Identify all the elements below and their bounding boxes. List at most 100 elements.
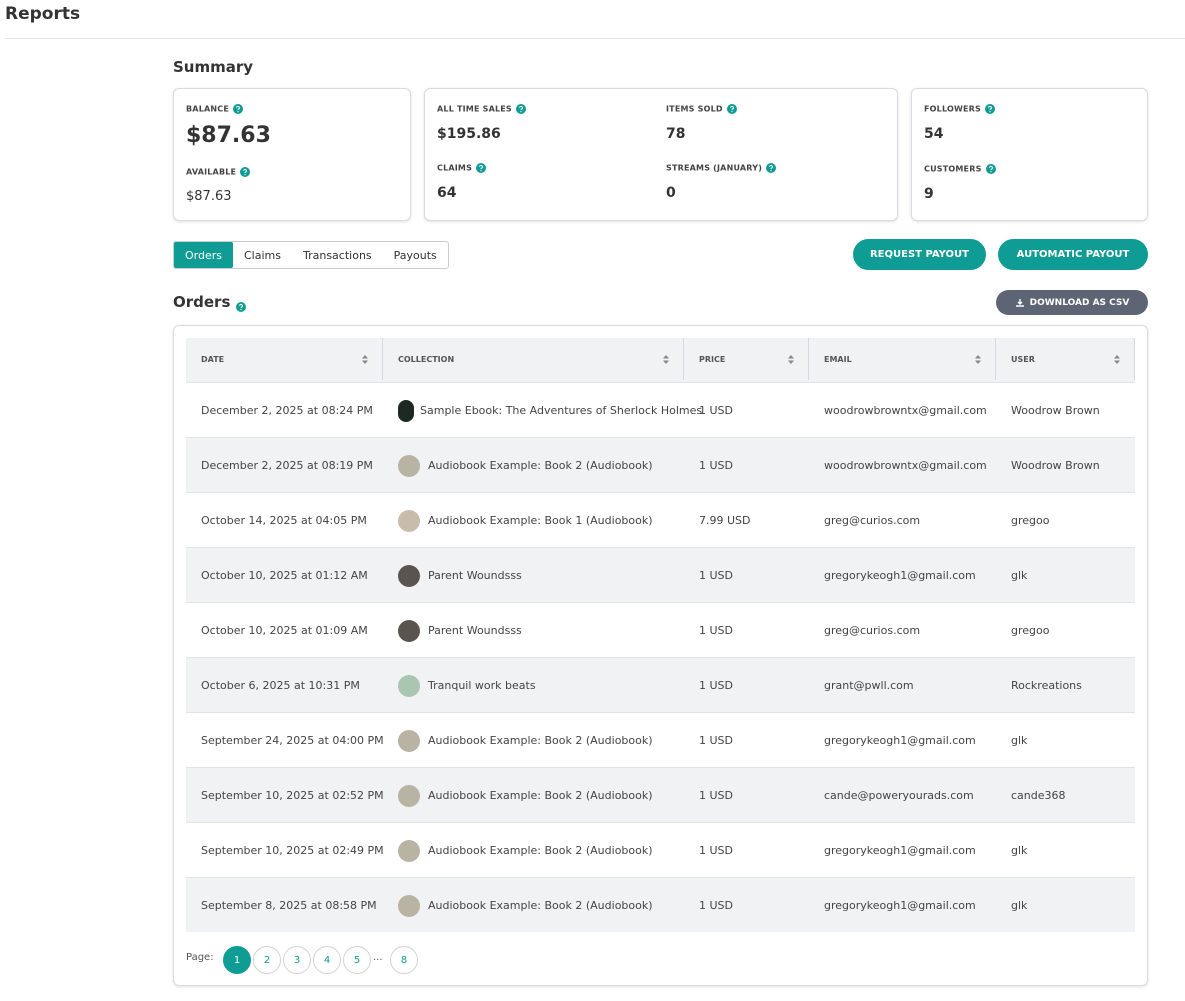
help-icon[interactable]	[726, 104, 737, 114]
column-header[interactable]: DATE	[186, 338, 383, 380]
table-cell: Audiobook Example: Book 2 (Audiobook)	[398, 438, 653, 493]
page-label: Page:	[186, 952, 214, 963]
cell-text: cande@poweryourads.com	[824, 789, 974, 802]
stat-value: 64	[437, 185, 457, 201]
table-cell: woodrowbrowntx@gmail.com	[824, 383, 987, 438]
table-cell: 1 USD	[699, 603, 733, 658]
table-cell: Audiobook Example: Book 1 (Audiobook)	[398, 493, 653, 548]
cell-text: October 10, 2025 at 01:09 AM	[201, 624, 368, 637]
help-icon[interactable]	[766, 163, 777, 173]
cell-text: Audiobook Example: Book 1 (Audiobook)	[428, 514, 653, 527]
followers-card: FOLLOWERS 54 CUSTOMERS 9	[911, 88, 1148, 221]
stat-value: $87.63	[186, 123, 271, 148]
table-cell: glk	[1011, 823, 1027, 878]
table-row[interactable]: September 24, 2025 at 04:00 PM Audiobook …	[186, 712, 1135, 767]
column-label: COLLECTION	[398, 354, 455, 364]
label: ALL TIME SALES	[437, 104, 512, 114]
table-row[interactable]: October 10, 2025 at 01:12 AM Parent Wound…	[186, 547, 1135, 602]
thumbnail	[398, 619, 420, 642]
cell-text: glk	[1011, 899, 1028, 912]
cell-text: gregoo	[1011, 624, 1050, 637]
request-payout-button[interactable]: REQUEST PAYOUT	[853, 239, 986, 270]
stat-label: STREAMS (JANUARY)	[666, 163, 777, 173]
page-button[interactable]: 2	[253, 946, 281, 974]
tab[interactable]: Transactions	[302, 248, 372, 262]
thumbnail	[398, 784, 420, 807]
cell-text: glk	[1011, 734, 1028, 747]
help-icon[interactable]	[985, 104, 995, 114]
help-icon[interactable]	[476, 163, 487, 173]
sort-icon[interactable]	[975, 354, 981, 364]
cell-text: 1 USD	[699, 404, 733, 417]
column-header[interactable]: PRICE	[684, 338, 809, 380]
tab[interactable]: Payouts	[393, 248, 437, 262]
tab[interactable]: Claims	[244, 248, 281, 262]
column-header[interactable]: EMAIL	[809, 338, 996, 380]
table-row[interactable]: December 2, 2025 at 08:24 PM Sample Ebook…	[186, 382, 1135, 437]
table-row[interactable]: September 8, 2025 at 08:58 PM Audiobook E…	[186, 877, 1135, 932]
column-header[interactable]: USER	[996, 338, 1135, 380]
sales-card: ALL TIME SALES $195.86 ITEMS SOLD 78 CLA…	[424, 88, 898, 221]
table-cell: December 2, 2025 at 08:24 PM	[201, 383, 373, 438]
sort-icon[interactable]	[788, 354, 794, 364]
thumbnail	[398, 674, 420, 697]
cell-text: Woodrow Brown	[1011, 404, 1100, 417]
table-cell: October 6, 2025 at 10:31 PM	[201, 658, 360, 713]
table-cell: October 14, 2025 at 04:05 PM	[201, 493, 367, 548]
cell-text: September 24, 2025 at 04:00 PM	[201, 734, 384, 747]
page-button[interactable]: 3	[283, 946, 311, 974]
stat-value: 9	[924, 186, 934, 202]
table-cell: September 8, 2025 at 08:58 PM	[201, 878, 377, 933]
sort-icon[interactable]	[663, 354, 669, 364]
stat-value: $195.86	[437, 126, 501, 142]
help-icon[interactable]	[240, 167, 251, 177]
table-row[interactable]: October 6, 2025 at 10:31 PM Tranquil work…	[186, 657, 1135, 712]
table-cell: greg@curios.com	[824, 493, 920, 548]
table-row[interactable]: September 10, 2025 at 02:52 PM Audiobook …	[186, 767, 1135, 822]
table-row[interactable]: December 2, 2025 at 08:19 PM Audiobook Ex…	[186, 437, 1135, 492]
stat-label: AVAILABLE	[186, 167, 251, 177]
table-row[interactable]: October 10, 2025 at 01:09 AM Parent Wound…	[186, 602, 1135, 657]
table-cell: 1 USD	[699, 823, 733, 878]
table-row[interactable]: September 10, 2025 at 02:49 PM Audiobook …	[186, 822, 1135, 877]
cell-text: Audiobook Example: Book 2 (Audiobook)	[428, 899, 653, 912]
page-button[interactable]: 1	[223, 946, 251, 974]
cell-text: Parent Woundsss	[428, 569, 522, 582]
table-cell: 1 USD	[699, 768, 733, 823]
sort-icon[interactable]	[1114, 354, 1120, 364]
column-label: DATE	[201, 354, 225, 364]
thumbnail	[398, 729, 420, 752]
cell-text: glk	[1011, 569, 1028, 582]
download-csv-button[interactable]: DOWNLOAD AS CSV	[996, 290, 1148, 315]
stat-label: ITEMS SOLD	[666, 104, 737, 114]
orders-title: Orders	[173, 293, 247, 312]
page-button[interactable]: 4	[313, 946, 341, 974]
help-icon[interactable]	[515, 104, 526, 114]
cell-text: 1 USD	[699, 844, 733, 857]
help-icon[interactable]	[236, 301, 247, 312]
help-icon[interactable]	[233, 104, 244, 114]
table-cell: gregorykeogh1@gmail.com	[824, 713, 976, 768]
cell-text: woodrowbrowntx@gmail.com	[824, 459, 987, 472]
balance-card: BALANCE $87.63 AVAILABLE $87.63	[173, 88, 411, 221]
column-header[interactable]: COLLECTION	[383, 338, 684, 380]
page-ellipsis: ...	[373, 952, 383, 963]
table-cell: Sample Ebook: The Adventures of Sherlock…	[398, 383, 702, 438]
table-cell: September 24, 2025 at 04:00 PM	[201, 713, 384, 768]
page-button[interactable]: 5	[343, 946, 371, 974]
thumbnail	[398, 564, 420, 587]
download-icon	[1015, 298, 1024, 307]
help-icon[interactable]	[985, 164, 996, 174]
cell-text: 1 USD	[699, 459, 733, 472]
sort-icon[interactable]	[362, 354, 368, 364]
thumbnail	[398, 509, 420, 532]
thumbnail	[398, 454, 420, 477]
page-button[interactable]: 8	[390, 946, 418, 974]
table-cell: Parent Woundsss	[398, 548, 522, 603]
table-row[interactable]: October 14, 2025 at 04:05 PM Audiobook Ex…	[186, 492, 1135, 547]
tab[interactable]: Orders	[174, 242, 233, 268]
cell-text: 1 USD	[699, 734, 733, 747]
table-cell: woodrowbrowntx@gmail.com	[824, 438, 987, 493]
automatic-payout-button[interactable]: AUTOMATIC PAYOUT	[998, 239, 1148, 270]
